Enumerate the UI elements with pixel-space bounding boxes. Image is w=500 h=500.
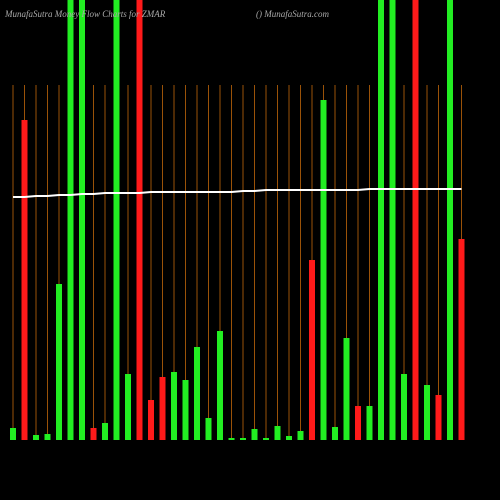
bar — [251, 429, 258, 440]
bar — [44, 434, 51, 440]
bar — [217, 331, 223, 440]
bar — [240, 438, 246, 440]
bar — [56, 284, 62, 440]
bar — [378, 0, 384, 440]
bar — [10, 428, 16, 440]
bar — [102, 423, 108, 440]
bar — [171, 372, 177, 440]
bar — [286, 436, 292, 440]
bar — [309, 260, 315, 440]
bar — [79, 0, 85, 440]
bar — [125, 374, 131, 440]
bar — [228, 438, 235, 440]
bar — [332, 427, 338, 440]
bar — [90, 428, 97, 440]
bar — [435, 395, 442, 440]
bar — [148, 400, 154, 440]
bar — [366, 406, 373, 440]
bar — [182, 380, 189, 440]
bar — [320, 100, 327, 440]
chart-subtitle: () MunafaSutra.com — [256, 9, 329, 19]
bars — [10, 0, 465, 440]
bar — [424, 385, 430, 440]
bar — [355, 406, 361, 440]
bar — [263, 438, 269, 440]
bar — [136, 0, 143, 440]
bar — [67, 0, 74, 440]
bar — [205, 418, 212, 440]
bar — [21, 120, 28, 440]
money-flow-line — [13, 188, 462, 198]
bar — [447, 0, 453, 440]
bar — [389, 0, 396, 440]
chart-title: MunafaSutra Money Flow Charts for ZMAR — [4, 9, 166, 19]
bar — [113, 0, 120, 440]
bar — [412, 0, 419, 440]
bar — [458, 239, 465, 440]
bar — [33, 435, 39, 440]
bar — [297, 431, 304, 440]
bar — [343, 338, 350, 440]
bar — [159, 377, 166, 440]
bar — [274, 426, 281, 440]
bar — [401, 374, 407, 440]
bar — [194, 347, 200, 440]
